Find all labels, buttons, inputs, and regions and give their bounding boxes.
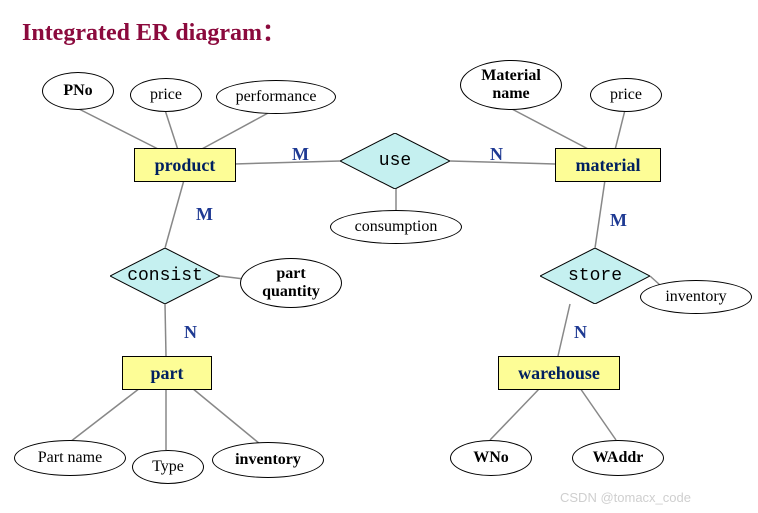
diagram-title: Integrated ER diagram： xyxy=(22,12,286,47)
cardinality-c2: N xyxy=(490,144,503,165)
watermark: CSDN @tomacx_code xyxy=(560,490,691,505)
entity-warehouse: warehouse xyxy=(498,356,620,390)
relationship-use: use xyxy=(340,133,450,189)
attribute-pno: PNo xyxy=(42,72,114,110)
attribute-m_inventory: inventory xyxy=(640,280,752,314)
attribute-waddr: WAddr xyxy=(572,440,664,476)
relationship-consist: consist xyxy=(110,248,220,304)
attribute-p_price: price xyxy=(130,78,202,112)
cardinality-c6: N xyxy=(574,322,587,343)
attribute-partname: Part name xyxy=(14,440,126,476)
attribute-m_price: price xyxy=(590,78,662,112)
cardinality-c4: N xyxy=(184,322,197,343)
attribute-consumption: consumption xyxy=(330,210,462,244)
entity-material: material xyxy=(555,148,661,182)
entity-part: part xyxy=(122,356,212,390)
attribute-p_inventory: inventory xyxy=(212,442,324,478)
attribute-wno: WNo xyxy=(450,440,532,476)
cardinality-c5: M xyxy=(610,210,627,231)
attribute-matname: Material name xyxy=(460,60,562,110)
attribute-type: Type xyxy=(132,450,204,484)
relationship-store: store xyxy=(540,248,650,304)
entity-product: product xyxy=(134,148,236,182)
cardinality-c1: M xyxy=(292,144,309,165)
attribute-performance: performance xyxy=(216,80,336,114)
attribute-partqty: part quantity xyxy=(240,258,342,308)
cardinality-c3: M xyxy=(196,204,213,225)
